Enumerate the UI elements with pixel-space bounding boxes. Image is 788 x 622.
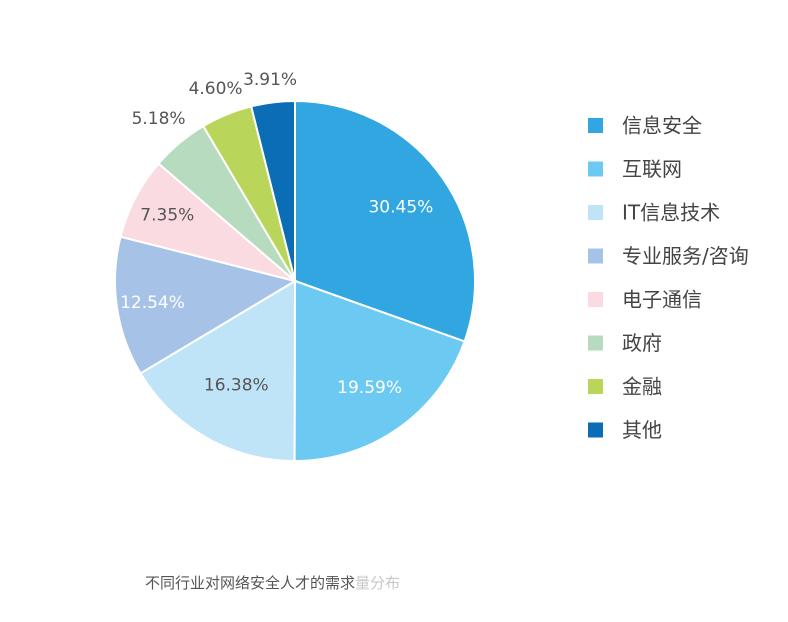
slice-value-labels: 30.45% 19.59% 16.38% 12.54% 7.35% 5.18%4.60% 3…	[120, 70, 433, 398]
legend-label: 其他	[622, 418, 662, 442]
slice-value-label: 19.59%	[337, 378, 402, 398]
legend-swatch	[588, 335, 603, 351]
slice-value-label: 7.35%	[140, 206, 194, 226]
legend-label: 金融	[622, 375, 662, 399]
pie-slice	[293, 279, 466, 463]
legend-label: 互联网	[622, 157, 682, 181]
caption-faded-text: 量分布	[355, 574, 401, 592]
slice-value-label: 4.60%	[189, 79, 243, 99]
pie-slices	[114, 99, 476, 463]
legend-swatch	[588, 292, 603, 307]
slice-value-label: 12.54%	[120, 293, 185, 313]
pie-slice	[114, 235, 298, 375]
legend-label: 信息安全	[622, 114, 702, 138]
slice-value-label: 5.18%	[132, 109, 186, 129]
pie-slice	[294, 99, 476, 343]
legend-swatch	[588, 161, 603, 177]
legend-swatch	[588, 118, 603, 133]
legend-label: 政府	[622, 331, 662, 355]
legend-swatch	[588, 422, 603, 438]
legend-label: IT信息技术	[622, 201, 720, 225]
pie-slice	[250, 99, 296, 282]
caption-text: 不同行业对网络安全人才的需求	[145, 574, 356, 592]
legend-label: 电子通信	[622, 288, 702, 312]
legend-swatch	[588, 379, 603, 394]
slice-value-label: 3.91%	[243, 70, 297, 90]
legend-swatch	[588, 248, 603, 264]
slice-value-label: 16.38%	[204, 375, 269, 395]
pie-slice	[139, 279, 297, 463]
chart-caption: 不同行业对网络安全人才的需求量分布	[145, 572, 400, 593]
legend-label: 专业服务/咨询	[622, 244, 749, 268]
legend-swatch	[588, 205, 603, 220]
slice-value-label: 30.45%	[368, 197, 433, 217]
